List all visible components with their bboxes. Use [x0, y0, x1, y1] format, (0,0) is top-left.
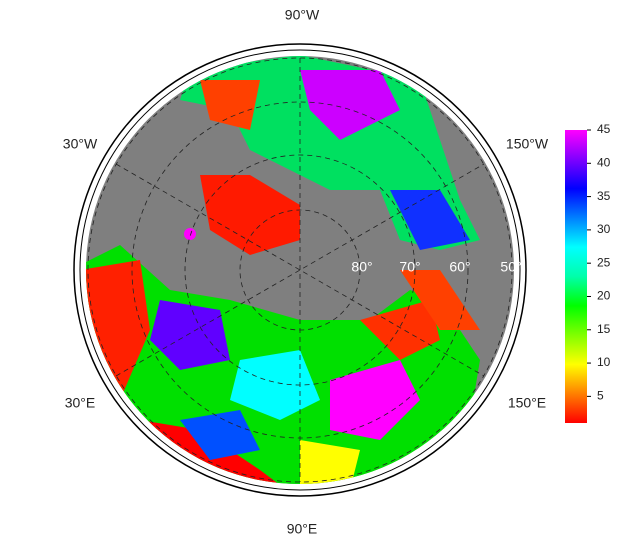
longitude-label: 90°W [285, 7, 320, 23]
latitude-label: 60° [449, 259, 470, 275]
colorbar-tick-label: 25 [597, 255, 611, 269]
latitude-label: 80° [351, 259, 372, 275]
latitude-label: 70° [399, 259, 420, 275]
colorbar-tick-label: 40 [597, 155, 611, 169]
colorbar-tick-label: 20 [597, 289, 611, 303]
longitude-label: 150°E [508, 395, 546, 411]
colorbar-tick-label: 45 [597, 122, 611, 136]
colorbar-tick-label: 5 [597, 389, 604, 403]
colorbar-ticks: 5 10 15 20 25 30 35 40 45 [587, 122, 611, 403]
longitude-label: 30°W [63, 136, 98, 152]
colorbar [565, 130, 587, 423]
graticule [87, 57, 513, 483]
longitude-label: 90°E [287, 521, 318, 537]
longitude-label: 150°W [506, 136, 549, 152]
map-frame-inner [79, 49, 521, 491]
colorbar-tick-label: 35 [597, 189, 611, 203]
longitude-label: 30°E [65, 395, 96, 411]
colorbar-tick-label: 30 [597, 222, 611, 236]
colorbar-tick-label: 10 [597, 355, 611, 369]
latitude-label: 50° [500, 259, 521, 275]
colorbar-tick-label: 15 [597, 322, 611, 336]
